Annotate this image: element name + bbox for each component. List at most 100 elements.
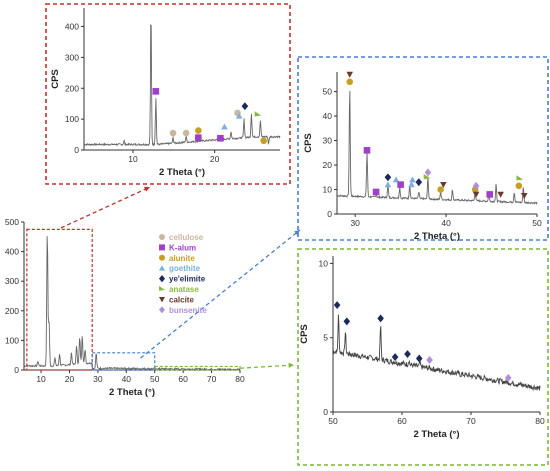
zoom-region-inset_high (154, 365, 241, 371)
inset_low-y-tick-label: 400 (65, 22, 79, 32)
inset_mid-marker-alunite (515, 182, 523, 190)
inset_high-y-tick-label: 5 (323, 333, 328, 343)
inset_low-marker-kalum (195, 134, 202, 141)
main-x-axis-label: 2 Theta (°) (109, 387, 155, 398)
inset_high-marker-yeelimite (377, 314, 384, 323)
inset_mid-y-tick-label: 0 (327, 209, 332, 219)
main-y-tick-label: 200 (5, 306, 19, 316)
inset_mid-marker-bunsenite (424, 168, 432, 177)
legend-label: alunite (169, 254, 195, 263)
inset_mid-marker-calcite (520, 192, 528, 199)
main-x-tick-label: 50 (150, 374, 160, 384)
inset_mid-marker-kalum (363, 147, 371, 154)
legend-label: ye'elimite (169, 275, 206, 284)
main-y-tick-label: 400 (5, 247, 19, 257)
inset_high-marker-yeelimite (343, 317, 351, 326)
inset_mid-x-tick-label: 50 (532, 218, 542, 228)
inset_mid-marker-goethite (409, 176, 416, 183)
inset_low-series-line (83, 23, 281, 147)
inset_mid-marker-alunite (346, 78, 354, 86)
inset_low-frame (45, 3, 291, 185)
inset_mid-marker-anatase (423, 173, 431, 180)
inset_high-marker-bunsenite (426, 356, 433, 364)
inset_mid-frame (297, 56, 549, 241)
inset_high-x-tick-label: 80 (535, 416, 545, 426)
inset_high-x-axis-label: 2 Theta (°) (413, 429, 459, 440)
legend-label: cellulose (169, 233, 204, 242)
zoom-arrow-low-line (60, 186, 151, 229)
main-x-tick-label: 40 (122, 374, 132, 384)
inset_mid-marker-bunsenite (472, 181, 480, 190)
zoom-arrow-low-head (144, 186, 150, 192)
inset_mid-series-line (336, 90, 538, 205)
main-x-tick-label: 60 (178, 374, 188, 384)
inset_high-marker-yeelimite (333, 301, 341, 309)
main-x-tick-label: 30 (93, 374, 103, 384)
chart-inset_mid: 0 10 20 30 40 50 30 40 50 2 Theta (°) CPS (297, 56, 549, 242)
main-y-axis-label: CPS (0, 286, 1, 306)
main-y-tick-label: 100 (5, 335, 19, 345)
zoom-arrow-high-line (239, 364, 295, 369)
inset_low-marker-alunite (260, 137, 267, 145)
inset_high-y-axis-label: CPS (299, 324, 310, 344)
zoom-arrow-mid (140, 229, 301, 359)
inset_mid-marker-calcite (440, 181, 447, 188)
inset_low-marker-alunite (195, 127, 202, 134)
inset_low-x-tick-label: 20 (210, 154, 220, 164)
legend-marker-kalum (159, 244, 165, 251)
chart-main: 0 100 200 300 400 500 10 20 30 40 50 60 70 80 2 Theta … (0, 217, 245, 398)
legend-marker-anatase (159, 286, 165, 291)
inset_mid-marker-kalum (397, 181, 404, 188)
inset_mid-marker-calcite (497, 191, 504, 198)
inset_low-marker-cellulose (169, 129, 177, 137)
legend-marker-goethite (159, 265, 165, 271)
chart-inset_low: 0 100 200 300 400 10 20 2 Theta (°) CPS (45, 3, 291, 185)
zoom-arrow-high-head (288, 362, 294, 368)
inset_mid-y-tick-label: 20 (323, 160, 333, 170)
inset_low-marker-kalum (217, 134, 224, 142)
inset_mid-marker-kalum (372, 188, 380, 196)
inset_mid-x-axis-label: 2 Theta (°) (414, 231, 460, 242)
main-y-tick-label: 500 (5, 217, 19, 227)
main-x-tick-label: 20 (65, 374, 75, 384)
inset_low-y-axis-label: CPS (50, 69, 61, 89)
main-series-line (23, 236, 241, 372)
inset_mid-x-tick-label: 30 (350, 218, 360, 228)
inset_mid-marker-yeelimite (384, 173, 392, 182)
zoom-arrow-high (239, 362, 295, 369)
inset_mid-y-axis-label: CPS (303, 133, 314, 153)
legend-label: K-alum (169, 243, 196, 252)
legend-label: goethite (169, 264, 201, 273)
inset_low-x-tick-label: 10 (128, 154, 138, 164)
inset_mid-marker-anatase (516, 175, 524, 181)
inset_high-series-line (332, 314, 541, 392)
inset_low-marker-anatase (254, 111, 262, 117)
inset_low-marker-cellulose (182, 129, 190, 137)
inset_mid-marker-kalum (486, 191, 494, 198)
inset_mid-y-tick-label: 50 (323, 87, 333, 97)
inset_low-y-tick-label: 0 (74, 145, 79, 155)
inset_high-x-tick-label: 60 (397, 416, 407, 426)
inset_mid-marker-yeelimite (415, 178, 423, 187)
inset_low-marker-yeelimite (241, 102, 249, 111)
zoom-arrow-mid-line (140, 229, 301, 359)
zoom-region-inset_mid (91, 352, 156, 371)
chart-inset_high: 0 5 10 50 60 70 80 2 Theta (°) CPS (297, 248, 549, 466)
inset_high-x-tick-label: 70 (466, 416, 476, 426)
inset_low-y-tick-label: 200 (65, 83, 79, 93)
inset_low-y-tick-label: 300 (65, 52, 79, 62)
inset_high-y-tick-label: 10 (319, 258, 329, 268)
legend-label: anatase (169, 285, 199, 294)
inset_high-marker-yeelimite (415, 354, 423, 363)
zoom-arrow-low (60, 186, 151, 229)
inset_mid-marker-goethite (408, 181, 415, 188)
inset_mid-y-tick-label: 40 (323, 111, 333, 121)
inset_mid-marker-alunite (437, 186, 444, 193)
legend-marker-alunite (159, 254, 165, 261)
main-x-tick-label: 80 (235, 374, 245, 384)
inset_mid-marker-calcite (346, 71, 354, 78)
inset_low-marker-kalum (152, 88, 160, 95)
